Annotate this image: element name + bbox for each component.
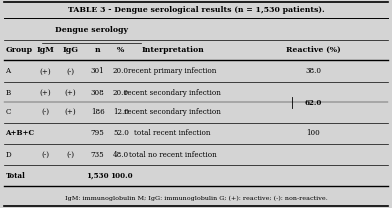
Text: (-): (-) (66, 151, 74, 159)
Text: Total: Total (5, 172, 25, 180)
Text: C: C (5, 108, 11, 116)
Text: 52.0: 52.0 (113, 129, 129, 137)
Text: 308: 308 (91, 89, 104, 97)
Text: 38.0: 38.0 (305, 67, 321, 75)
Text: %: % (117, 46, 125, 54)
Text: 62.0: 62.0 (305, 99, 322, 106)
Text: (-): (-) (42, 151, 50, 159)
Text: IgM: immunoglobulin M; IgG: immunoglobulin G; (+): reactive; (-): non-reactive.: IgM: immunoglobulin M; IgG: immunoglobul… (65, 196, 327, 201)
Text: Interpretation: Interpretation (141, 46, 204, 54)
Text: total recent infection: total recent infection (134, 129, 211, 137)
Text: 48.0: 48.0 (113, 151, 129, 159)
Text: 301: 301 (91, 67, 104, 75)
Text: A: A (5, 67, 11, 75)
Text: IgM: IgM (37, 46, 54, 54)
Text: Group: Group (5, 46, 33, 54)
Text: (-): (-) (42, 108, 50, 116)
Text: 20.0: 20.0 (113, 89, 129, 97)
Text: 20.0: 20.0 (113, 67, 129, 75)
Text: (+): (+) (64, 89, 76, 97)
Text: (-): (-) (66, 67, 74, 75)
Text: recent primary infection: recent primary infection (128, 67, 217, 75)
Text: recent secondary infection: recent secondary infection (124, 108, 221, 116)
Text: total no recent infection: total no recent infection (129, 151, 216, 159)
Text: IgG: IgG (62, 46, 78, 54)
Text: 100.0: 100.0 (110, 172, 132, 180)
Text: B: B (5, 89, 11, 97)
Text: 12.0: 12.0 (113, 108, 129, 116)
Text: Dengue serology: Dengue serology (54, 26, 128, 34)
Text: 795: 795 (91, 129, 104, 137)
Text: 186: 186 (91, 108, 104, 116)
Text: A+B+C: A+B+C (5, 129, 34, 137)
Text: (+): (+) (40, 67, 51, 75)
Text: D: D (5, 151, 11, 159)
Text: (+): (+) (40, 89, 51, 97)
Text: TABLE 3 - Dengue serological results (n = 1,530 patients).: TABLE 3 - Dengue serological results (n … (68, 6, 324, 14)
Text: recent secondary infection: recent secondary infection (124, 89, 221, 97)
Text: Reactive (%): Reactive (%) (286, 46, 341, 54)
Text: 100: 100 (306, 129, 320, 137)
Text: (+): (+) (64, 108, 76, 116)
Text: 735: 735 (91, 151, 104, 159)
Text: n: n (95, 46, 100, 54)
Text: 1,530: 1,530 (86, 172, 109, 180)
